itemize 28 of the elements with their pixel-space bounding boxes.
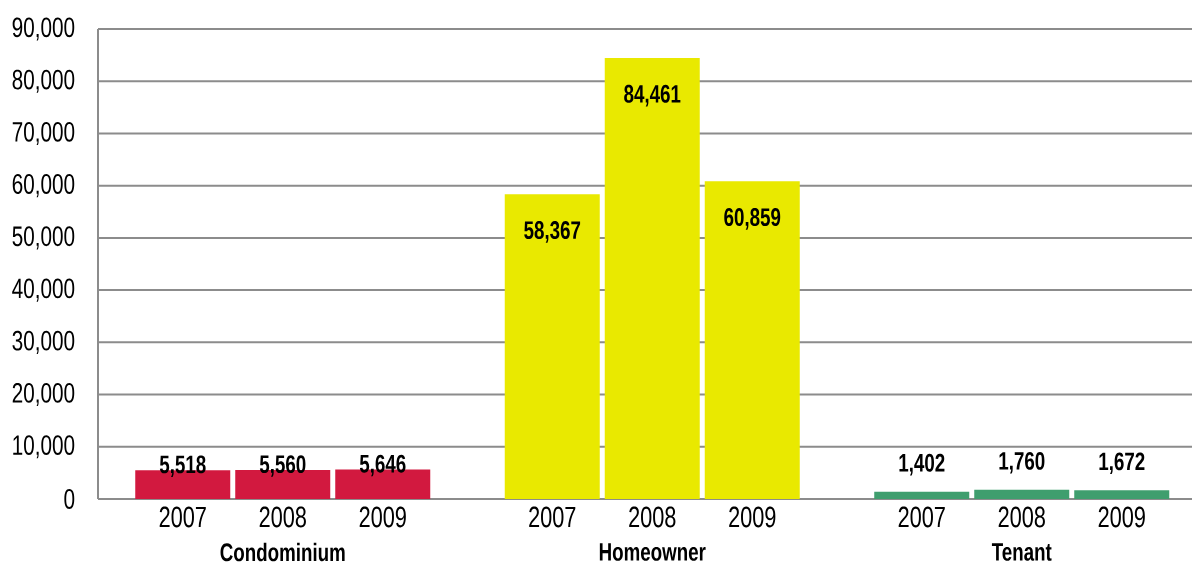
y-tick-label: 60,000 [12,174,75,198]
data-label: 1,402 [899,453,945,476]
y-tick-label: 30,000 [12,330,75,354]
x-tick-label: Homeowner [599,543,706,561]
data-label: 60,859 [724,208,781,230]
series-label: 2008 [259,506,306,528]
data-label: 58,367 [524,221,581,243]
y-tick-label: 40,000 [12,278,75,302]
data-label: 1,760 [999,451,1045,474]
text: 2007 [898,506,945,528]
x-tick-label: Condominium [220,542,345,562]
y-tick-label: 0 [64,489,75,509]
text: 2008 [998,506,1045,528]
y-tick-label: 80,000 [12,69,75,93]
text: 2007 [529,506,576,528]
data-label: 1,672 [1099,452,1145,474]
data-label: 84,461 [624,84,681,107]
y-tick-label: 10,000 [13,435,75,459]
x-tick-label: Tenant [991,543,1052,561]
text: 2008 [629,506,676,528]
series-label: 2007 [159,506,206,528]
y-tick-label: 20,000 [12,382,75,407]
text: 2009 [729,506,776,528]
text: 2009 [1098,506,1145,528]
y-tick-label: 70,000 [12,121,75,145]
series-label: 2009 [359,506,406,528]
y-tick-label: 90,000 [12,17,75,41]
y-tick-label: 50,000 [12,226,75,250]
